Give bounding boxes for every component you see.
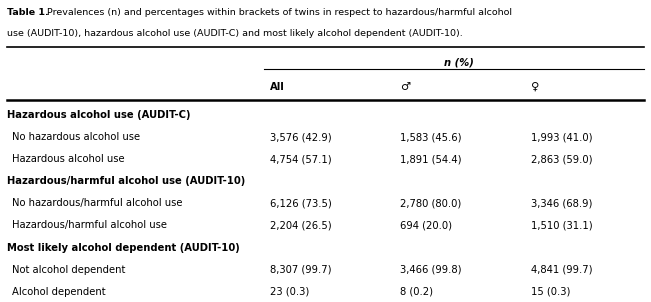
Text: n (%): n (%) xyxy=(444,57,474,67)
Text: 4,841 (99.7): 4,841 (99.7) xyxy=(531,265,592,275)
Text: No hazardous alcohol use: No hazardous alcohol use xyxy=(12,132,140,142)
Text: use (AUDIT-10), hazardous alcohol use (AUDIT-C) and most likely alcohol dependen: use (AUDIT-10), hazardous alcohol use (A… xyxy=(7,29,462,38)
Text: 3,346 (68.9): 3,346 (68.9) xyxy=(531,198,592,208)
Text: Hazardous alcohol use (AUDIT-C): Hazardous alcohol use (AUDIT-C) xyxy=(7,110,190,120)
Text: No hazardous/harmful alcohol use: No hazardous/harmful alcohol use xyxy=(12,198,182,208)
Text: 1,510 (31.1): 1,510 (31.1) xyxy=(531,220,592,230)
Text: 1,993 (41.0): 1,993 (41.0) xyxy=(531,132,592,142)
Text: 23 (0.3): 23 (0.3) xyxy=(270,287,309,297)
Text: 4,754 (57.1): 4,754 (57.1) xyxy=(270,154,332,164)
Text: Alcohol dependent: Alcohol dependent xyxy=(12,287,105,297)
Text: Hazardous/harmful alcohol use: Hazardous/harmful alcohol use xyxy=(12,220,167,230)
Text: Prevalences (n) and percentages within brackets of twins in respect to hazardous: Prevalences (n) and percentages within b… xyxy=(44,8,512,17)
Text: 2,780 (80.0): 2,780 (80.0) xyxy=(400,198,462,208)
Text: 1,891 (54.4): 1,891 (54.4) xyxy=(400,154,462,164)
Text: ♂: ♂ xyxy=(400,82,411,92)
Text: 3,576 (42.9): 3,576 (42.9) xyxy=(270,132,332,142)
Text: 15 (0.3): 15 (0.3) xyxy=(531,287,570,297)
Text: Table 1.: Table 1. xyxy=(7,8,48,17)
Text: 8 (0.2): 8 (0.2) xyxy=(400,287,434,297)
Text: 1,583 (45.6): 1,583 (45.6) xyxy=(400,132,462,142)
Text: 694 (20.0): 694 (20.0) xyxy=(400,220,452,230)
Text: Hazardous alcohol use: Hazardous alcohol use xyxy=(12,154,124,164)
Text: ♀: ♀ xyxy=(531,82,539,92)
Text: 2,863 (59.0): 2,863 (59.0) xyxy=(531,154,592,164)
Text: 3,466 (99.8): 3,466 (99.8) xyxy=(400,265,462,275)
Text: All: All xyxy=(270,82,285,92)
Text: Not alcohol dependent: Not alcohol dependent xyxy=(12,265,125,275)
Text: Most likely alcohol dependent (AUDIT-10): Most likely alcohol dependent (AUDIT-10) xyxy=(7,243,240,252)
Text: Hazardous/harmful alcohol use (AUDIT-10): Hazardous/harmful alcohol use (AUDIT-10) xyxy=(7,176,245,186)
Text: 8,307 (99.7): 8,307 (99.7) xyxy=(270,265,331,275)
Text: 6,126 (73.5): 6,126 (73.5) xyxy=(270,198,332,208)
Text: 2,204 (26.5): 2,204 (26.5) xyxy=(270,220,332,230)
